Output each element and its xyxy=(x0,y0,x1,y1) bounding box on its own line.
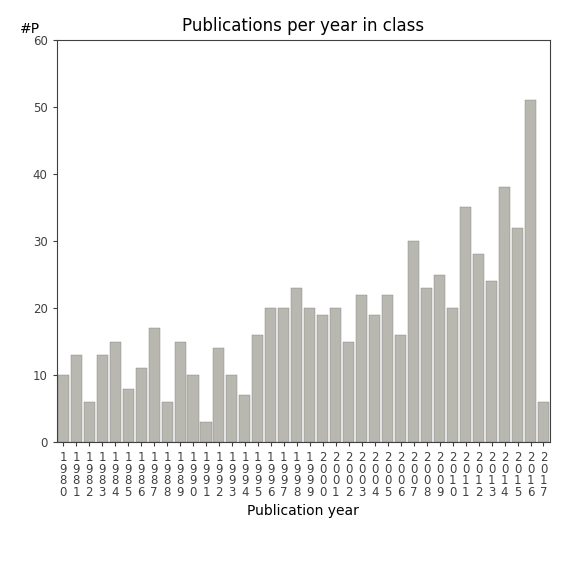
Bar xyxy=(304,308,315,442)
Bar xyxy=(149,328,159,442)
Bar xyxy=(382,295,393,442)
Bar xyxy=(343,341,354,442)
Bar xyxy=(460,208,471,442)
Bar xyxy=(175,341,185,442)
Bar xyxy=(239,395,251,442)
X-axis label: Publication year: Publication year xyxy=(247,504,359,518)
Bar xyxy=(252,335,264,442)
Bar xyxy=(226,375,238,442)
Bar xyxy=(369,315,380,442)
Bar xyxy=(331,308,341,442)
Bar xyxy=(512,227,523,442)
Bar xyxy=(408,241,419,442)
Bar xyxy=(109,341,121,442)
Bar xyxy=(122,388,134,442)
Bar xyxy=(291,288,302,442)
Bar xyxy=(486,281,497,442)
Bar xyxy=(71,355,82,442)
Bar xyxy=(58,375,69,442)
Bar xyxy=(395,335,406,442)
Bar xyxy=(356,295,367,442)
Bar xyxy=(84,402,95,442)
Bar xyxy=(318,315,328,442)
Title: Publications per year in class: Publications per year in class xyxy=(182,18,425,35)
Bar xyxy=(96,355,108,442)
Bar xyxy=(525,100,536,442)
Bar xyxy=(201,422,211,442)
Bar xyxy=(434,274,445,442)
Bar xyxy=(162,402,172,442)
Bar xyxy=(213,348,225,442)
Bar xyxy=(136,369,147,442)
Bar xyxy=(421,288,432,442)
Bar xyxy=(278,308,289,442)
Bar xyxy=(538,402,549,442)
Bar xyxy=(499,187,510,442)
Bar xyxy=(265,308,276,442)
Bar xyxy=(447,308,458,442)
Bar xyxy=(473,255,484,442)
Bar xyxy=(188,375,198,442)
Y-axis label: #P: #P xyxy=(19,22,40,36)
